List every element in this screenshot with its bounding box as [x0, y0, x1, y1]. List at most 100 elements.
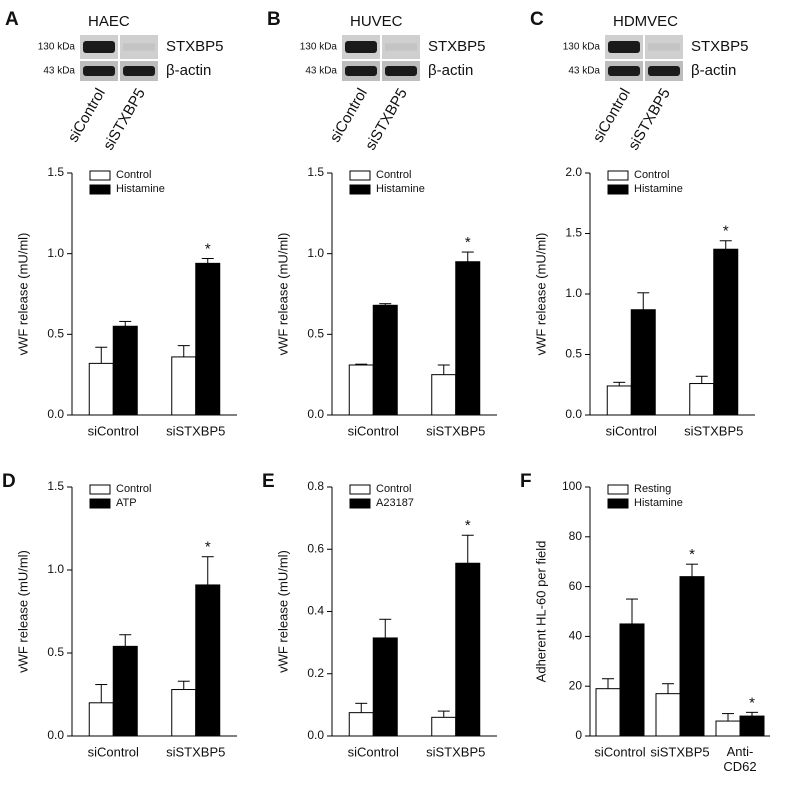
band-size: 43 kDa — [568, 66, 600, 77]
bar — [431, 716, 457, 737]
x-tick-label: siControl — [88, 423, 139, 438]
band-name: STXBP5 — [691, 38, 749, 55]
band-name: STXBP5 — [166, 38, 224, 55]
panel-letter: C — [530, 9, 544, 30]
significance-mark: * — [689, 546, 695, 563]
y-tick-label: 2.0 — [565, 165, 582, 179]
y-tick-label: 1.0 — [47, 562, 64, 576]
x-tick-label: siControl — [348, 744, 399, 759]
y-tick-label: 0.0 — [307, 728, 324, 742]
legend-label: Histamine — [116, 183, 165, 195]
error-bar — [437, 710, 450, 718]
bar — [171, 689, 197, 737]
lane-label: siControl — [590, 85, 634, 145]
bar — [619, 623, 645, 737]
cell-type: HDMVEC — [613, 13, 678, 30]
significance-mark: * — [465, 517, 471, 534]
bar — [455, 261, 481, 416]
y-tick-label: 0.6 — [307, 541, 324, 555]
legend-swatch — [89, 498, 111, 509]
bar — [713, 248, 739, 416]
bar — [348, 712, 374, 737]
y-axis-label: vWF release (mU/ml) — [15, 233, 30, 356]
legend-swatch — [349, 498, 371, 509]
y-tick-label: 0.2 — [307, 666, 324, 680]
legend-label: Control — [376, 483, 411, 495]
x-tick-label: Anti-CD62 — [723, 744, 756, 774]
bar — [679, 576, 705, 737]
error-bar — [95, 346, 108, 364]
x-tick-label: siSTXBP5 — [426, 744, 485, 759]
legend-swatch — [89, 184, 111, 195]
x-tick-label: siControl — [594, 744, 645, 759]
y-axis-label: vWF release (mU/ml) — [533, 233, 548, 356]
blot-band — [83, 41, 115, 53]
y-tick-label: 0.0 — [47, 407, 64, 421]
band-name: β-actin — [166, 62, 211, 79]
y-tick-label: 0.5 — [565, 347, 582, 361]
error-bar — [201, 258, 214, 264]
legend-swatch — [89, 170, 111, 181]
cell-type: HAEC — [88, 13, 130, 30]
band-size: 130 kDa — [563, 42, 601, 53]
bar — [455, 562, 481, 737]
x-tick-label: siSTXBP5 — [684, 423, 743, 438]
y-tick-label: 1.5 — [47, 165, 64, 179]
x-tick-label: siControl — [348, 423, 399, 438]
bar — [689, 383, 715, 416]
bar — [715, 720, 741, 737]
blot-band — [83, 66, 115, 76]
y-axis-label: vWF release (mU/ml) — [275, 550, 290, 673]
blot-band — [648, 43, 680, 51]
legend-label: Control — [116, 483, 151, 495]
legend-label: A23187 — [376, 497, 414, 509]
bar — [195, 262, 221, 416]
error-bar — [379, 618, 392, 638]
x-tick-label: siControl — [606, 423, 657, 438]
x-tick-label: siControl — [88, 744, 139, 759]
y-tick-label: 1.5 — [565, 226, 582, 240]
error-bar — [355, 363, 368, 365]
bar — [655, 693, 681, 737]
error-bar — [746, 711, 758, 717]
error-bar — [719, 240, 732, 250]
significance-mark: * — [205, 539, 211, 556]
y-tick-label: 80 — [569, 529, 583, 543]
error-bar — [95, 684, 108, 703]
error-bar — [602, 678, 614, 689]
x-tick-label: siSTXBP5 — [650, 744, 709, 759]
band-name: β-actin — [428, 62, 473, 79]
panel-letter: E — [262, 471, 275, 492]
y-tick-label: 40 — [569, 629, 583, 643]
significance-mark: * — [465, 234, 471, 251]
bar — [372, 637, 398, 737]
error-bar — [201, 556, 214, 585]
blot-band — [608, 41, 640, 53]
blot-band — [123, 66, 155, 76]
bar — [630, 309, 656, 416]
y-tick-label: 1.5 — [307, 165, 324, 179]
y-tick-label: 1.0 — [307, 246, 324, 260]
error-bar — [722, 713, 734, 722]
blot-band — [385, 66, 417, 76]
error-bar — [379, 303, 392, 306]
y-tick-label: 1.0 — [47, 246, 64, 260]
legend-label: Resting — [634, 483, 671, 495]
blot-band — [345, 66, 377, 76]
y-axis-label: vWF release (mU/ml) — [15, 550, 30, 673]
y-tick-label: 0.8 — [307, 479, 324, 493]
panel-letter: F — [520, 471, 532, 492]
y-tick-label: 0.0 — [565, 407, 582, 421]
legend-swatch — [607, 498, 629, 509]
legend-label: Histamine — [634, 183, 683, 195]
panel-letter: B — [267, 9, 281, 30]
band-size: 130 kDa — [300, 42, 338, 53]
error-bar — [637, 292, 650, 310]
blot-band — [648, 66, 680, 76]
y-tick-label: 100 — [562, 479, 582, 493]
bar — [595, 688, 621, 737]
bar — [88, 362, 114, 416]
y-tick-label: 0 — [575, 728, 582, 742]
legend-label: Histamine — [634, 497, 683, 509]
